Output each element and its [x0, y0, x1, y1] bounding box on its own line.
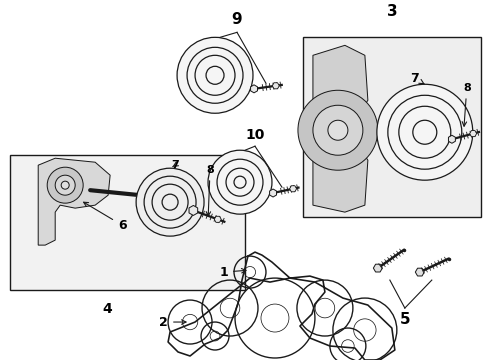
Circle shape — [61, 181, 69, 189]
Polygon shape — [468, 131, 476, 136]
Circle shape — [312, 105, 362, 155]
Circle shape — [47, 167, 83, 203]
Text: 8: 8 — [461, 83, 469, 126]
Text: 10: 10 — [245, 128, 264, 142]
Circle shape — [327, 120, 347, 140]
Text: 7: 7 — [171, 160, 179, 170]
Circle shape — [297, 90, 377, 170]
Polygon shape — [289, 186, 296, 192]
Text: 4: 4 — [102, 302, 112, 316]
Text: 7: 7 — [409, 72, 424, 85]
Circle shape — [207, 150, 271, 214]
Text: 2: 2 — [159, 315, 185, 329]
Bar — [303, 37, 480, 217]
Circle shape — [136, 168, 203, 236]
Polygon shape — [189, 206, 197, 215]
Text: 6: 6 — [83, 202, 126, 231]
Text: 3: 3 — [386, 4, 396, 19]
Polygon shape — [269, 189, 276, 197]
Polygon shape — [272, 83, 279, 89]
Bar — [10, 155, 244, 290]
Circle shape — [177, 37, 252, 113]
Text: 5: 5 — [399, 312, 409, 327]
Text: 1: 1 — [219, 266, 245, 279]
Polygon shape — [38, 158, 110, 245]
Text: 9: 9 — [231, 12, 242, 27]
Circle shape — [376, 84, 472, 180]
Text: 8: 8 — [206, 165, 213, 216]
Polygon shape — [373, 264, 382, 272]
Polygon shape — [414, 268, 424, 276]
Polygon shape — [312, 45, 367, 212]
Polygon shape — [250, 85, 257, 93]
Polygon shape — [447, 135, 454, 143]
Polygon shape — [214, 216, 221, 222]
Circle shape — [55, 175, 75, 195]
